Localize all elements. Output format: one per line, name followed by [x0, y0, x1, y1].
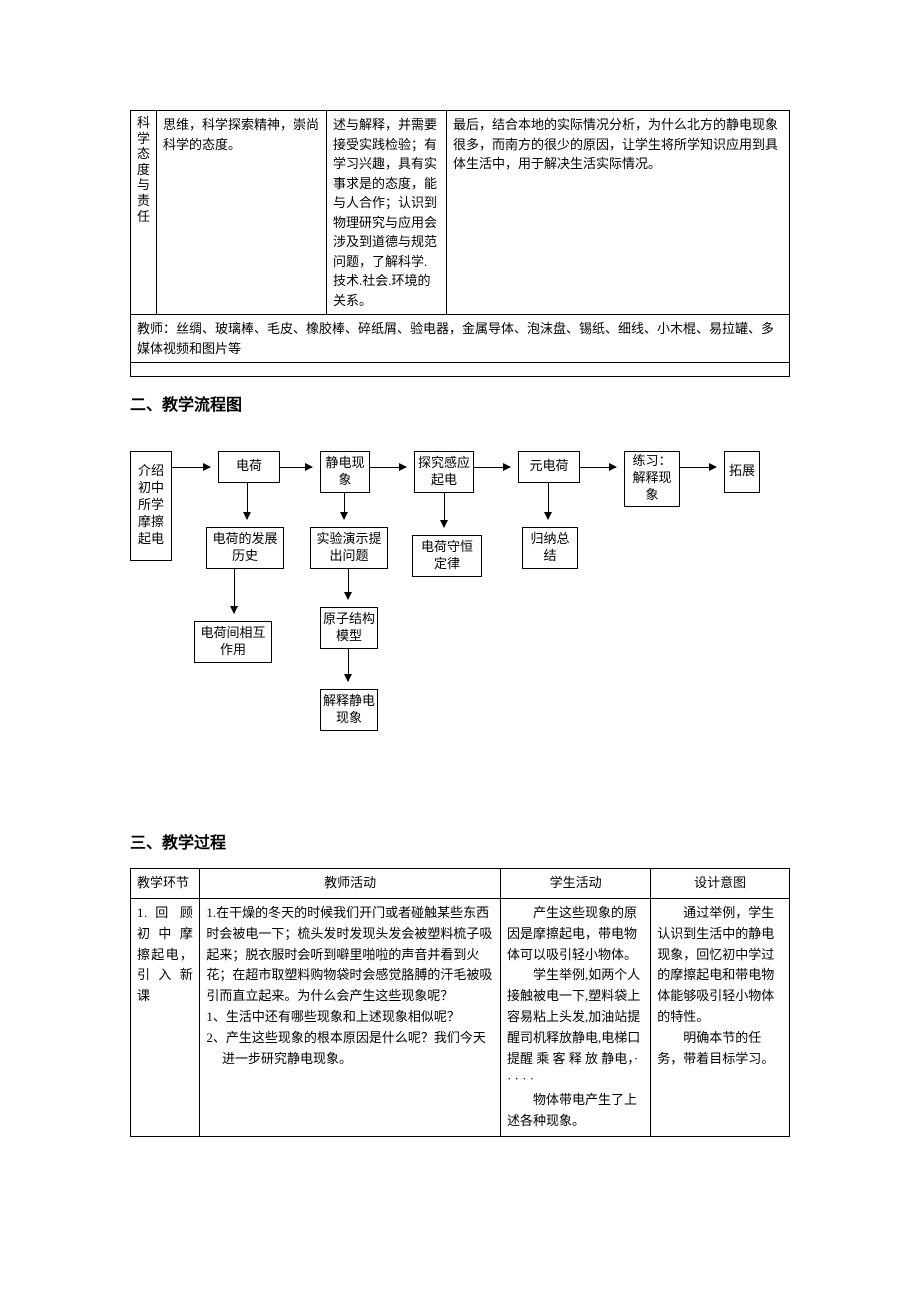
header-student: 学生活动	[500, 869, 650, 899]
flow-arrow	[370, 467, 406, 468]
section-2-title: 二、教学流程图	[130, 393, 790, 419]
flow-node: 介绍初中所学摩擦起电	[130, 451, 172, 561]
intent-p1: 通过举例，学生认识到生活中的静电现象，回忆初中学过的摩擦起电和带电物体能够吸引轻…	[657, 903, 783, 1028]
flow-arrow	[247, 483, 248, 519]
competency-application: 最后，结合本地的实际情况分析，为什么北方的静电现象很多，而南方的很少的原因，让学…	[447, 111, 790, 315]
empty-row	[131, 363, 790, 377]
teacher-activity-cell: 1.在干燥的冬天的时候我们开门或者碰触某些东西时会被电一下；梳头发时发现头发会被…	[200, 898, 501, 1136]
flow-node: 探究感应起电	[414, 451, 474, 493]
header-intent: 设计意图	[651, 869, 790, 899]
flow-node: 静电现象	[320, 451, 370, 493]
flow-arrow	[280, 467, 312, 468]
flow-arrow	[234, 569, 235, 613]
flow-arrow	[444, 493, 445, 527]
materials-row: 教师：丝绸、玻璃棒、毛皮、橡胶棒、碎纸屑、验电器，金属导体、泡沫盘、锡纸、细线、…	[131, 315, 790, 363]
teaching-flowchart: 介绍初中所学摩擦起电 电荷 静电现象 探究感应起电 元电荷 练习：解释现象 拓展电荷的发展历…	[130, 431, 790, 811]
student-activity-cell: 产生这些现象的原因是摩擦起电，带电物体可以吸引轻小物体。 学生举例,如两个人接触…	[500, 898, 650, 1136]
competency-table: 科学态度与责任 思维，科学探索精神，崇尚科学的态度。 述与解释，并需要接受实践检…	[130, 110, 790, 377]
flow-arrow	[548, 483, 549, 519]
cell-text: 最后，结合本地的实际情况分析，为什么北方的静电现象很多，而南方的很少的原因，让学…	[453, 117, 778, 171]
flow-node: 电荷的发展历史	[206, 527, 284, 569]
flow-arrow	[680, 467, 716, 468]
flow-node: 实验演示提出问题	[310, 527, 388, 569]
design-intent-cell: 通过举例，学生认识到生活中的静电现象，回忆初中学过的摩擦起电和带电物体能够吸引轻…	[651, 898, 790, 1136]
question-1: 1、生活中还有哪些现象和上述现象相似呢？	[206, 1007, 494, 1028]
cell-text: 思维，科学探索精神，崇尚科学的态度。	[163, 117, 319, 152]
flow-node: 电荷	[218, 451, 280, 483]
competency-description: 述与解释，并需要接受实践检验；有学习兴趣，具有实事求是的态度，能与人合作；认识到…	[327, 111, 447, 315]
student-p3: 物体带电产生了上述各种现象。	[507, 1090, 644, 1132]
flow-node: 电荷守恒定律	[412, 535, 482, 577]
flow-node: 原子结构模型	[320, 607, 378, 649]
flow-arrow	[348, 569, 349, 599]
flow-arrow	[344, 493, 345, 519]
stage-cell: 1. 回 顾初 中 摩擦起电，引 入 新课	[131, 898, 200, 1136]
flow-arrow	[348, 649, 349, 681]
student-p1: 产生这些现象的原因是摩擦起电，带电物体可以吸引轻小物体。	[507, 903, 644, 965]
section-3-title: 三、教学过程	[130, 831, 790, 857]
intent-p2: 明确本节的任务，带着目标学习。	[657, 1028, 783, 1070]
cell-text: 科学态度与责任	[137, 115, 150, 224]
flow-node: 练习：解释现象	[624, 451, 680, 507]
cell-text: 1. 回 顾初 中 摩擦起电，引 入 新课	[137, 905, 193, 1003]
flow-node: 归纳总结	[522, 527, 578, 569]
flow-node: 解释静电现象	[320, 689, 378, 731]
question-2: 2、产生这些现象的根本原因是什么呢？我们今天进一步研究静电现象。	[206, 1028, 494, 1070]
student-p2: 学生举例,如两个人接触被电一下,塑料袋上容易粘上头发,加油站提醒司机释放静电,电…	[507, 965, 644, 1090]
flow-node: 电荷间相互作用	[194, 621, 272, 663]
flow-arrow	[172, 467, 210, 468]
flow-node: 拓展	[724, 451, 760, 493]
cell-text: 教师：丝绸、玻璃棒、毛皮、橡胶棒、碎纸屑、验电器，金属导体、泡沫盘、锡纸、细线、…	[137, 321, 774, 356]
header-stage: 教学环节	[131, 869, 200, 899]
flow-arrow	[474, 467, 510, 468]
cell-text: 述与解释，并需要接受实践检验；有学习兴趣，具有实事求是的态度，能与人合作；认识到…	[333, 117, 437, 308]
teaching-process-table: 教学环节 教师活动 学生活动 设计意图 1. 回 顾初 中 摩擦起电，引 入 新…	[130, 868, 790, 1137]
cell-text: 1.在干燥的冬天的时候我们开门或者碰触某些东西时会被电一下；梳头发时发现头发会被…	[206, 905, 492, 1003]
flow-node: 元电荷	[518, 451, 580, 483]
flow-arrow	[580, 467, 616, 468]
competency-thinking: 思维，科学探索精神，崇尚科学的态度。	[157, 111, 327, 315]
competency-label: 科学态度与责任	[131, 111, 157, 315]
header-teacher: 教师活动	[200, 869, 501, 899]
